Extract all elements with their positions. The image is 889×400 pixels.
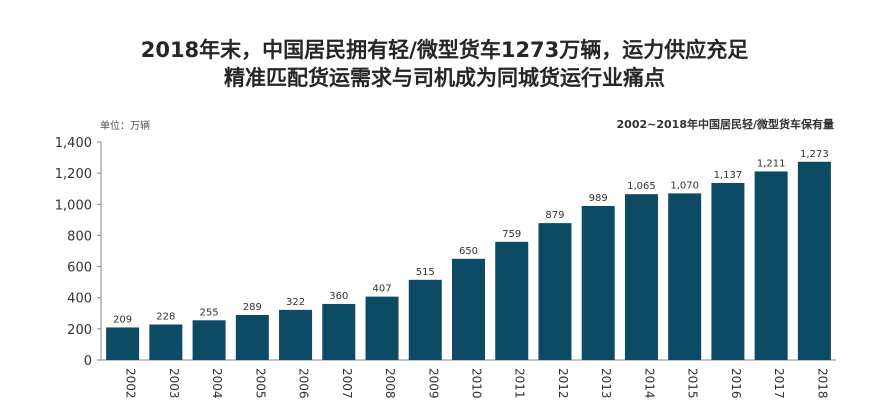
data-label: 989 [589, 193, 608, 204]
x-tick-label: 2008 [383, 368, 397, 399]
data-label: 228 [156, 311, 175, 322]
x-tick-label: 2011 [513, 368, 527, 399]
bar [365, 296, 399, 360]
x-tick-label: 2005 [253, 368, 267, 399]
data-label: 1,211 [757, 158, 786, 169]
x-tick-label: 2014 [642, 368, 656, 399]
data-label: 1,273 [800, 149, 829, 160]
bar [538, 223, 572, 360]
x-tick-label: 2007 [340, 368, 354, 399]
bar [452, 258, 485, 360]
data-label: 360 [329, 291, 348, 302]
y-tick-label: 0 [84, 354, 92, 369]
y-tick-label: 400 [67, 292, 92, 307]
bar [711, 182, 745, 360]
data-label: 1,070 [670, 180, 699, 191]
data-label: 255 [200, 307, 219, 318]
bar [797, 161, 831, 360]
data-label: 879 [545, 210, 564, 221]
x-tick-label: 2009 [426, 368, 440, 399]
y-tick-label: 800 [67, 229, 92, 244]
x-tick-label: 2004 [210, 368, 224, 399]
data-label: 407 [372, 284, 391, 295]
x-tick-label: 2013 [599, 368, 613, 399]
y-tick-label: 1,400 [55, 136, 92, 151]
bar [408, 279, 442, 360]
bar [279, 309, 313, 360]
x-tick-label: 2010 [470, 368, 484, 399]
x-tick-label: 2003 [167, 368, 181, 399]
data-label: 650 [459, 246, 478, 257]
y-tick-label: 1,000 [55, 198, 92, 213]
data-label: 759 [502, 229, 521, 240]
x-tick-label: 2016 [729, 368, 743, 399]
y-tick-label: 1,200 [55, 167, 92, 182]
bar [322, 303, 356, 360]
page-title-line-1: 2018年末，中国居民拥有轻/微型货车1273万辆，运力供应充足 [140, 38, 749, 62]
bar [106, 327, 140, 360]
page-title-line-2: 精准匹配货运需求与司机成为同城货运行业痛点 [224, 66, 665, 90]
data-label: 289 [243, 302, 262, 313]
data-label: 209 [113, 314, 132, 325]
x-tick-label: 2002 [124, 368, 138, 399]
x-tick-label: 2017 [772, 368, 786, 399]
x-tick-label: 2018 [815, 368, 829, 399]
bar [495, 241, 529, 360]
data-label: 1,065 [627, 181, 656, 192]
data-label: 1,137 [714, 170, 743, 181]
x-tick-label: 2012 [556, 368, 570, 399]
y-tick-label: 200 [67, 323, 92, 338]
bar [581, 205, 615, 360]
chart-title: 2002~2018年中国居民轻/微型货车保有量 [616, 118, 834, 131]
y-tick-label: 600 [67, 261, 92, 276]
bar [624, 194, 658, 360]
bar [668, 193, 702, 360]
unit-label: 单位：万辆 [100, 121, 150, 132]
x-tick-label: 2006 [297, 368, 311, 399]
x-tick-label: 2015 [686, 368, 700, 399]
data-label: 322 [286, 297, 305, 308]
bar [754, 171, 788, 360]
bar [192, 320, 226, 360]
data-label: 515 [416, 267, 435, 278]
bar [149, 324, 183, 360]
bar [235, 314, 269, 360]
